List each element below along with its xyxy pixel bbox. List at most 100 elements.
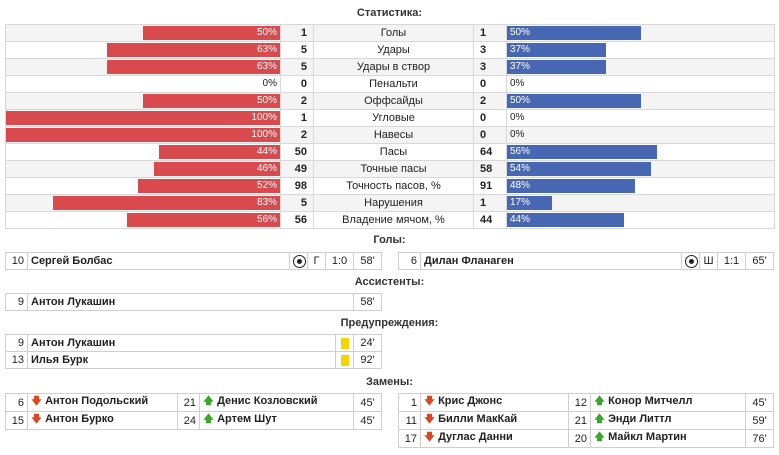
away-bar-cell: 17% [506, 194, 775, 212]
sub-minute: 59' [745, 411, 774, 430]
stat-row: 63% 5 Удары 3 37% [5, 41, 775, 59]
home-value: 5 [280, 194, 314, 212]
in-player-name[interactable]: Артем Шут [217, 413, 277, 425]
sub-minute: 45' [745, 393, 774, 412]
away-bar-cell: 50% [506, 92, 775, 110]
away-bar [507, 162, 652, 176]
away-bar [507, 60, 606, 74]
home-percent: 44% [256, 146, 277, 157]
sub-row: 15 🡇 Антон Бурко 24 🡅 Артем Шут 45' [5, 411, 382, 430]
stat-label: Голы [313, 24, 474, 42]
away-bar [507, 179, 636, 193]
player-name[interactable]: Сергей Болбас [27, 252, 290, 270]
player-name[interactable]: Дилан Фланаген [420, 252, 682, 270]
home-bar-cell: 52% [5, 177, 281, 195]
stat-label: Угловые [313, 109, 474, 127]
home-bar-cell: 46% [5, 160, 281, 178]
away-bar [507, 26, 641, 40]
stat-row: 100% 2 Навесы 0 0% [5, 126, 775, 144]
stat-row: 44% 50 Пасы 64 56% [5, 143, 775, 161]
away-percent: 48% [510, 180, 531, 191]
stat-row: 50% 2 Оффсайды 2 50% [5, 92, 775, 110]
in-player-name[interactable]: Конор Митчелл [608, 395, 693, 407]
out-number: 6 [5, 393, 28, 412]
goal-score: 1:1 [717, 252, 746, 270]
away-value: 1 [473, 24, 507, 42]
stats-title: Статистика: [356, 7, 423, 19]
home-bar [143, 94, 280, 108]
away-value: 3 [473, 58, 507, 76]
home-value: 0 [280, 75, 314, 93]
assist-row: 9 Антон Лукашин 58' [5, 293, 382, 311]
in-player-name[interactable]: Майкл Мартин [608, 431, 687, 443]
away-value: 0 [473, 75, 507, 93]
goal-row-away: 6 Дилан Фланаген Ш 1:1 65' [398, 252, 774, 270]
home-bar-cell: 100% [5, 109, 281, 127]
stat-row: 46% 49 Точные пасы 58 54% [5, 160, 775, 178]
home-bar [159, 145, 280, 159]
player-number: 13 [5, 351, 28, 369]
away-percent: 50% [510, 95, 531, 106]
stat-label: Нарушения [313, 194, 474, 212]
out-player-name[interactable]: Билли МакКай [438, 413, 518, 425]
home-value: 5 [280, 41, 314, 59]
away-bar-cell: 50% [506, 24, 775, 42]
stat-row: 100% 1 Угловые 0 0% [5, 109, 775, 127]
home-bar-cell: 100% [5, 126, 281, 144]
sub-row: 1 🡇 Крис Джонс 12 🡅 Конор Митчелл 45' [398, 393, 774, 412]
stat-label: Пасы [313, 143, 474, 161]
away-bar [507, 213, 625, 227]
home-bar-cell: 0% [5, 75, 281, 93]
stat-label: Навесы [313, 126, 474, 144]
away-percent: 0% [510, 112, 525, 123]
goal-score: 1:0 [325, 252, 354, 270]
away-value: 1 [473, 194, 507, 212]
in-player-name[interactable]: Энди Литтл [608, 413, 672, 425]
home-value: 2 [280, 92, 314, 110]
goal-icon-cell [681, 252, 700, 270]
stat-row: 0% 0 Пенальти 0 0% [5, 75, 775, 93]
stat-row: 50% 1 Голы 1 50% [5, 24, 775, 42]
home-value: 56 [280, 211, 314, 229]
out-player-name[interactable]: Крис Джонс [438, 395, 503, 407]
out-number: 17 [398, 429, 421, 448]
goal-row-home: 10 Сергей Болбас Г 1:0 58' [5, 252, 382, 270]
away-value: 0 [473, 126, 507, 144]
warnings-table: 9 Антон Лукашин 24' 13 Илья Бурк 92' [5, 334, 382, 369]
home-percent: 0% [262, 78, 277, 89]
player-name[interactable]: Илья Бурк [27, 351, 336, 369]
home-bar [107, 60, 280, 74]
away-percent: 37% [510, 44, 531, 55]
out-player-name[interactable]: Антон Подольский [45, 395, 149, 407]
arrow-down-icon: 🡇 [424, 432, 435, 443]
away-percent: 50% [510, 27, 531, 38]
stat-label: Пенальти [313, 75, 474, 93]
home-bar-cell: 50% [5, 24, 281, 42]
arrow-down-icon: 🡇 [424, 396, 435, 407]
away-bar-cell: 54% [506, 160, 775, 178]
stat-row: 63% 5 Удары в створ 3 37% [5, 58, 775, 76]
player-name[interactable]: Антон Лукашин [27, 293, 354, 311]
player-name[interactable]: Антон Лукашин [27, 334, 336, 352]
player-number: 9 [5, 334, 28, 352]
subs-title: Замены: [366, 376, 413, 388]
warnings-title: Предупреждения: [340, 317, 439, 329]
home-bar-cell: 56% [5, 211, 281, 229]
stat-row: 83% 5 Нарушения 1 17% [5, 194, 775, 212]
out-player-name[interactable]: Дуглас Данни [438, 431, 513, 443]
home-bar-cell: 63% [5, 41, 281, 59]
yellow-card-icon [340, 337, 349, 349]
out-player-name[interactable]: Антон Бурко [45, 413, 114, 425]
in-number: 21 [177, 393, 200, 412]
warning-minute: 24' [353, 334, 382, 352]
home-percent: 100% [251, 129, 277, 140]
away-bar [507, 196, 553, 210]
yellow-card-icon [340, 354, 349, 366]
stat-label: Оффсайды [313, 92, 474, 110]
away-value: 64 [473, 143, 507, 161]
in-number: 12 [568, 393, 591, 412]
away-percent: 37% [510, 61, 531, 72]
assists-title: Ассистенты: [354, 276, 425, 288]
stat-row: 52% 98 Точность пасов, % 91 48% [5, 177, 775, 195]
in-player-name[interactable]: Денис Козловский [217, 395, 318, 407]
